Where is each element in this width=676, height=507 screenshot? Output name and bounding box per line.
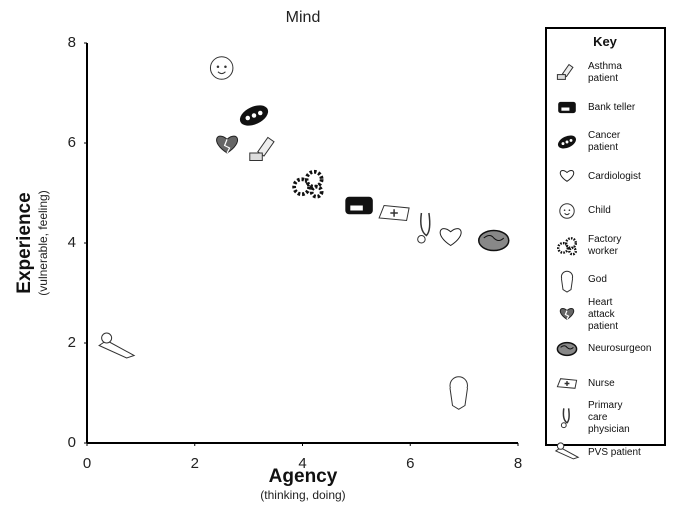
y-tick-label: 6 xyxy=(68,134,76,151)
point xyxy=(210,57,233,80)
icon-part xyxy=(566,141,569,144)
icon-part xyxy=(246,116,251,121)
icon-part xyxy=(564,209,566,211)
icon-part xyxy=(561,423,566,428)
icon-part xyxy=(561,108,569,111)
icon-part xyxy=(440,229,461,246)
chart-title: Mind xyxy=(286,9,321,26)
legend-icon xyxy=(560,204,574,218)
icon-part xyxy=(224,66,227,69)
y-axis-label: Experience xyxy=(14,192,35,293)
icon-part xyxy=(557,443,563,449)
x-tick-label: 4 xyxy=(298,455,306,472)
y-axis-sublabel: (vulnerable, feeling) xyxy=(36,190,50,295)
point xyxy=(345,197,373,215)
icon-part xyxy=(479,231,509,251)
icon-part xyxy=(421,213,430,236)
point xyxy=(237,101,272,130)
icon-part xyxy=(450,388,468,409)
icon-part xyxy=(569,248,575,254)
legend-label: Primary care physician xyxy=(588,400,640,436)
legend-icon xyxy=(557,379,576,389)
x-axis-sublabel: (thinking, doing) xyxy=(260,488,345,502)
x-tick-label: 0 xyxy=(83,455,91,472)
legend-label: Factory worker xyxy=(588,234,640,258)
icon-part xyxy=(307,172,322,187)
legend-icon xyxy=(557,343,576,356)
legend-title: Key xyxy=(593,34,618,49)
point xyxy=(418,213,430,243)
x-tick-label: 8 xyxy=(514,455,522,472)
legend-label: Cardiologist xyxy=(588,171,664,183)
icon-part xyxy=(210,57,233,80)
chart: Mind Agency (thinking, doing) Experience… xyxy=(0,0,676,507)
icon-part xyxy=(569,209,571,211)
icon-part xyxy=(557,75,565,80)
icon-part xyxy=(350,206,363,211)
icon-part xyxy=(418,236,426,244)
point xyxy=(217,136,238,153)
point xyxy=(440,229,461,246)
legend-label: Asthma patient xyxy=(588,61,640,85)
icon-part xyxy=(99,341,134,359)
legend-label: Child xyxy=(588,205,664,217)
legend-label: Nurse xyxy=(588,378,664,390)
y-tick-label: 0 xyxy=(68,434,76,451)
legend-label: Cancer patient xyxy=(588,130,640,154)
legend-label: God xyxy=(588,274,664,286)
icon-part xyxy=(566,238,576,248)
y-tick-label: 8 xyxy=(68,34,76,51)
point xyxy=(294,172,322,197)
y-tick-label: 2 xyxy=(68,334,76,351)
legend-label: Neurosurgeon xyxy=(588,343,664,355)
icon-part xyxy=(217,66,220,69)
icon-part xyxy=(562,142,565,145)
x-tick-label: 6 xyxy=(406,455,414,472)
point xyxy=(379,206,409,221)
legend-label: Bank teller xyxy=(588,102,664,114)
icon-part xyxy=(217,136,238,153)
point xyxy=(479,231,509,251)
icon-part xyxy=(561,278,572,292)
point xyxy=(450,377,468,410)
legend-icon xyxy=(558,102,576,113)
icon-part xyxy=(250,153,263,161)
x-tick-label: 2 xyxy=(191,455,199,472)
icon-part xyxy=(294,179,309,194)
icon-part xyxy=(558,243,568,253)
legend-label: Heart attack patient xyxy=(588,297,640,333)
point xyxy=(99,333,134,358)
icon-part xyxy=(312,187,322,197)
icon-part xyxy=(560,204,574,218)
y-tick-label: 4 xyxy=(68,234,76,251)
legend-icon xyxy=(561,271,572,292)
icon-part xyxy=(557,343,576,356)
icon-part xyxy=(570,139,573,142)
legend-label: PVS patient xyxy=(588,447,664,459)
icon-part xyxy=(252,113,257,118)
icon-part xyxy=(102,333,112,343)
icon-part xyxy=(258,111,263,116)
point xyxy=(250,137,274,160)
